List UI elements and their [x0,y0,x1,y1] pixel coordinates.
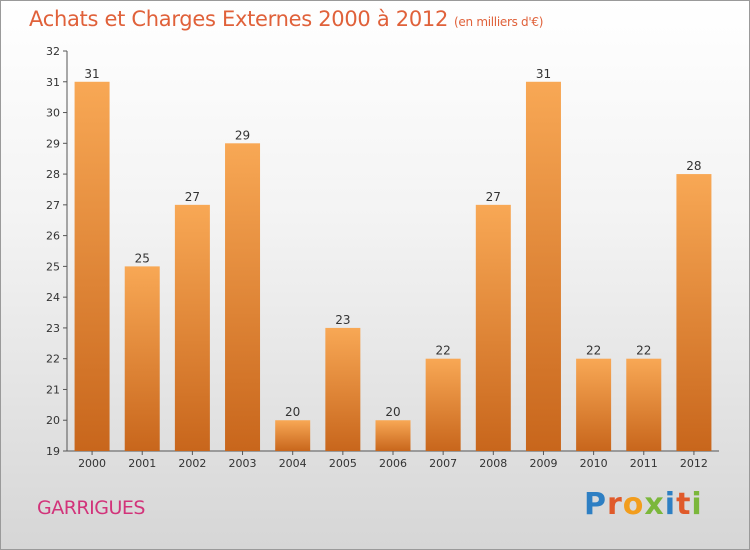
y-tick-label: 24 [46,291,60,304]
bar-value-label: 23 [335,313,350,327]
y-tick-label: 19 [46,445,60,458]
logo-letter: i [664,487,677,522]
x-tick-label: 2000 [78,457,106,470]
proxiti-logo: Proxiti [584,487,703,522]
x-tick-label: 2011 [630,457,658,470]
y-tick-label: 28 [46,168,60,181]
y-tick-label: 26 [46,230,60,243]
bar-value-label: 27 [185,190,200,204]
chart-title-unit: (en milliers d'€) [454,15,544,29]
x-tick-label: 2006 [379,457,407,470]
bar [425,358,461,451]
y-tick-label: 20 [46,414,60,427]
bar-value-label: 25 [135,251,150,265]
bar-value-label: 31 [84,67,99,81]
bar-value-label: 22 [436,344,451,358]
logo-letter: P [584,487,607,522]
x-tick-label: 2007 [429,457,457,470]
y-tick-label: 30 [46,107,60,120]
logo-letter: i [691,487,703,522]
bar [225,143,261,452]
bar [475,204,511,451]
x-tick-label: 2008 [479,457,507,470]
y-tick-label: 31 [46,76,60,89]
bar-value-label: 22 [586,344,601,358]
logo-letter: r [607,487,623,522]
bar [74,81,110,452]
x-tick-label: 2001 [128,457,156,470]
x-tick-label: 2004 [279,457,307,470]
x-tick-label: 2002 [178,457,206,470]
logo-letter: o [622,487,645,522]
commune-name: GARRIGUES [37,497,145,519]
bar [576,358,612,451]
bar-value-label: 28 [686,159,701,173]
x-tick-label: 2012 [680,457,708,470]
y-tick-label: 22 [46,353,60,366]
bar-value-label: 31 [536,67,551,81]
logo-letter: t [676,487,692,522]
y-tick-label: 32 [46,45,60,58]
logo-letter: x [644,487,665,522]
x-tick-label: 2003 [229,457,257,470]
bar [626,358,662,451]
x-tick-label: 2010 [580,457,608,470]
bar [275,420,311,451]
x-tick-label: 2009 [529,457,557,470]
bar [375,420,411,451]
y-tick-label: 29 [46,137,60,150]
bar-value-label: 29 [235,128,250,142]
y-tick-label: 25 [46,260,60,273]
bar-value-label: 20 [285,405,300,419]
bar [325,327,361,451]
bar [174,204,210,451]
bar-value-label: 20 [385,405,400,419]
x-tick-label: 2005 [329,457,357,470]
bar [124,266,160,451]
bar [676,174,712,452]
chart-title: Achats et Charges Externes 2000 à 2012 (e… [29,7,543,31]
y-tick-label: 23 [46,322,60,335]
y-tick-label: 21 [46,383,60,396]
bar-value-label: 22 [636,344,651,358]
bar [525,81,561,452]
bar-value-label: 27 [486,190,501,204]
y-tick-label: 27 [46,199,60,212]
chart-title-text: Achats et Charges Externes 2000 à 2012 [29,7,449,31]
